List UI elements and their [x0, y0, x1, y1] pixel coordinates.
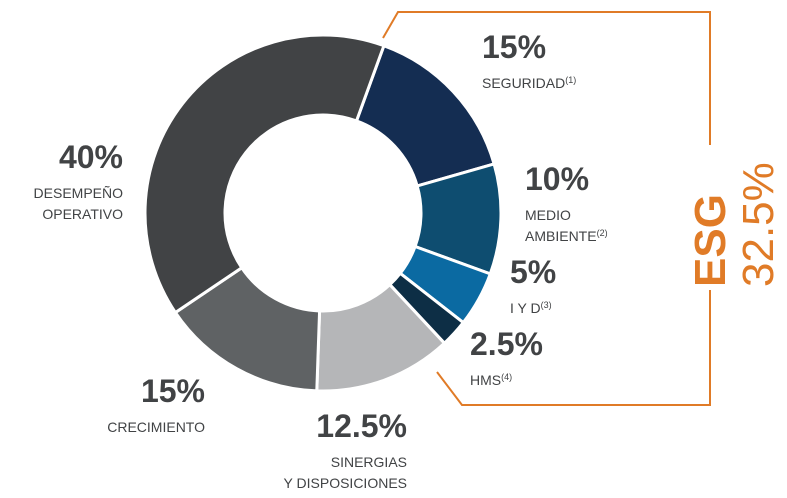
- esg-title: ESG: [686, 194, 735, 287]
- category-text: HMS: [470, 372, 501, 388]
- category-text: Y DISPOSICIONES: [284, 475, 407, 491]
- category-text: SEGURIDAD: [482, 75, 565, 91]
- esg-bracket-top: [382, 11, 711, 145]
- category-text: OPERATIVO: [42, 206, 123, 222]
- category-text: AMBIENTE: [525, 228, 597, 244]
- category-label: DESEMPEÑO: [34, 185, 124, 201]
- category-label: I Y D(3): [510, 300, 552, 316]
- value-label: 15%: [141, 373, 205, 409]
- esg-annotation: ESG 32.5%: [686, 162, 783, 287]
- esg-value: 32.5%: [734, 162, 783, 287]
- category-text: SINERGIAS: [331, 454, 407, 470]
- footnote-marker: (4): [501, 372, 512, 382]
- value-label: 12.5%: [316, 408, 407, 444]
- value-label: 40%: [59, 139, 123, 175]
- value-label: 5%: [510, 254, 556, 290]
- category-label: Y DISPOSICIONES: [284, 475, 407, 491]
- footnote-marker: (1): [565, 75, 576, 85]
- footnote-marker: (2): [597, 228, 608, 238]
- category-label: OPERATIVO: [42, 206, 123, 222]
- category-label: CRECIMIENTO: [107, 419, 205, 435]
- esg-bracket-bottom: [436, 290, 711, 406]
- footnote-marker: (3): [541, 300, 552, 310]
- category-text: I Y D: [510, 300, 541, 316]
- value-label: 2.5%: [470, 326, 543, 362]
- value-label: 15%: [482, 29, 546, 65]
- category-text: DESEMPEÑO: [34, 185, 124, 201]
- category-label: MEDIO: [525, 207, 571, 223]
- category-text: CRECIMIENTO: [107, 419, 205, 435]
- category-label: HMS(4): [470, 372, 512, 388]
- category-label: SEGURIDAD(1): [482, 75, 576, 91]
- category-label: SINERGIAS: [331, 454, 407, 470]
- donut-segment: [143, 33, 386, 315]
- category-text: MEDIO: [525, 207, 571, 223]
- value-label: 10%: [525, 161, 589, 197]
- category-label: AMBIENTE(2): [525, 228, 608, 244]
